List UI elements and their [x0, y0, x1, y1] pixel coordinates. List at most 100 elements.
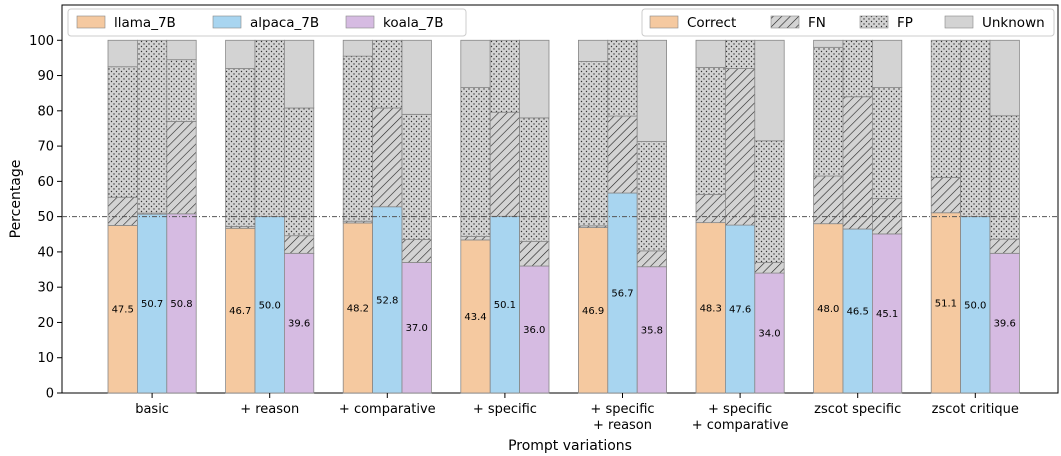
bar-fn: [989, 238, 1020, 254]
bar-value-label: 48.3: [700, 303, 722, 314]
bar-unknown: [989, 39, 1020, 117]
bar-fp: [225, 68, 256, 227]
y-tick-label: 10: [37, 351, 54, 366]
bar-fp: [725, 39, 756, 69]
legend-models: llama_7B alpaca_7B koala_7B: [67, 8, 467, 37]
bar-fn: [930, 177, 962, 214]
bar-fn: [460, 235, 491, 241]
legend-label: FP: [897, 15, 913, 31]
bar-value-label: 48.2: [347, 303, 369, 314]
bar-fn: [401, 239, 432, 263]
bar-fp: [872, 87, 903, 200]
bar-fp: [695, 67, 726, 195]
bar-fp: [754, 140, 785, 263]
bar-unknown: [401, 39, 432, 115]
legend-label: alpaca_7B: [250, 15, 319, 31]
legend-swatch: [212, 15, 242, 29]
legend-swatch: [770, 15, 800, 29]
bar-fp: [372, 39, 403, 109]
legend-swatch: [944, 15, 974, 29]
bar-value-label: 43.4: [464, 312, 486, 323]
bar-fn: [636, 250, 668, 268]
bar-fp: [166, 59, 197, 122]
bar-fn: [519, 240, 550, 267]
bar-correct: [519, 265, 550, 394]
y-tick-label: 80: [37, 104, 54, 119]
legend-swatch: [345, 15, 375, 29]
y-tick-label: 100: [29, 34, 54, 49]
x-tick-label: + comparative: [692, 418, 789, 433]
legend-label: FN: [808, 15, 826, 31]
bar-value-label: 52.8: [376, 295, 398, 306]
bar-unknown: [342, 39, 374, 57]
y-tick-label: 20: [37, 316, 54, 331]
bar-unknown: [636, 39, 668, 142]
y-tick-label: 60: [37, 175, 54, 190]
bar-correct: [460, 239, 491, 394]
bar-value-label: 46.5: [847, 306, 869, 317]
bar-unknown: [578, 39, 609, 62]
bar-fn: [607, 115, 638, 194]
legend-label: Unknown: [982, 15, 1045, 31]
x-tick-label: + specific: [708, 402, 772, 417]
bar-fp: [136, 39, 168, 214]
bar-correct: [989, 252, 1020, 394]
bar-value-label: 37.0: [406, 323, 428, 334]
bar-correct: [872, 233, 903, 394]
bar-fp: [930, 39, 962, 178]
bar-value-label: 50.0: [259, 300, 281, 311]
legend-swatch: [859, 15, 889, 29]
bar-value-label: 39.6: [994, 319, 1016, 330]
x-tick-label: zscot critique: [932, 402, 1019, 417]
bar-fp: [636, 141, 668, 252]
bar-correct: [107, 225, 138, 394]
bar-value-label: 45.1: [876, 309, 898, 320]
y-tick-label: 30: [37, 281, 54, 296]
bar-fn: [372, 107, 403, 208]
y-tick-label: 90: [37, 69, 54, 84]
bar-value-label: 50.7: [141, 299, 163, 310]
bar-unknown: [754, 39, 785, 142]
x-tick-label: + specific: [473, 402, 537, 417]
y-tick-label: 0: [46, 387, 54, 402]
bar-value-label: 47.6: [729, 305, 751, 316]
bar-fp: [460, 87, 491, 237]
bar-value-label: 56.7: [611, 289, 633, 300]
bar-unknown: [166, 39, 197, 61]
bar-fp: [254, 39, 285, 218]
bar-fn: [166, 121, 197, 215]
bar-value-label: 46.9: [582, 306, 604, 317]
bar-unknown: [872, 39, 903, 88]
bar-value-label: 47.5: [112, 305, 134, 316]
bar-unknown: [460, 39, 491, 88]
bar-fn: [813, 175, 844, 225]
bar-correct: [607, 192, 638, 394]
bar-unknown: [519, 39, 550, 119]
x-tick-label: + reason: [593, 418, 652, 433]
bar-correct: [166, 213, 197, 394]
x-tick-label: + reason: [240, 402, 299, 417]
y-tick-label: 50: [37, 210, 54, 225]
bar-correct: [578, 227, 609, 394]
bar-fn: [842, 96, 873, 230]
bar-unknown: [107, 39, 138, 68]
bar-value-label: 48.0: [817, 304, 839, 315]
y-axis-label: Percentage: [8, 160, 24, 239]
bar-fp: [489, 39, 521, 113]
bar-value-label: 50.0: [964, 300, 986, 311]
bar-fp: [607, 39, 638, 117]
bar-value-label: 46.7: [229, 306, 251, 317]
legend-swatch: [649, 15, 679, 29]
bar-fn: [283, 235, 315, 254]
y-tick-label: 70: [37, 140, 54, 155]
x-axis-label: Prompt variations: [508, 438, 632, 454]
bar-value-label: 51.1: [935, 298, 957, 309]
x-tick-label: basic: [135, 402, 169, 417]
bar-correct: [842, 228, 873, 394]
bar-fp: [578, 61, 609, 227]
bar-fp: [401, 113, 432, 240]
bar-value-label: 36.0: [523, 325, 545, 336]
x-tick-label: zscot specific: [814, 402, 901, 417]
